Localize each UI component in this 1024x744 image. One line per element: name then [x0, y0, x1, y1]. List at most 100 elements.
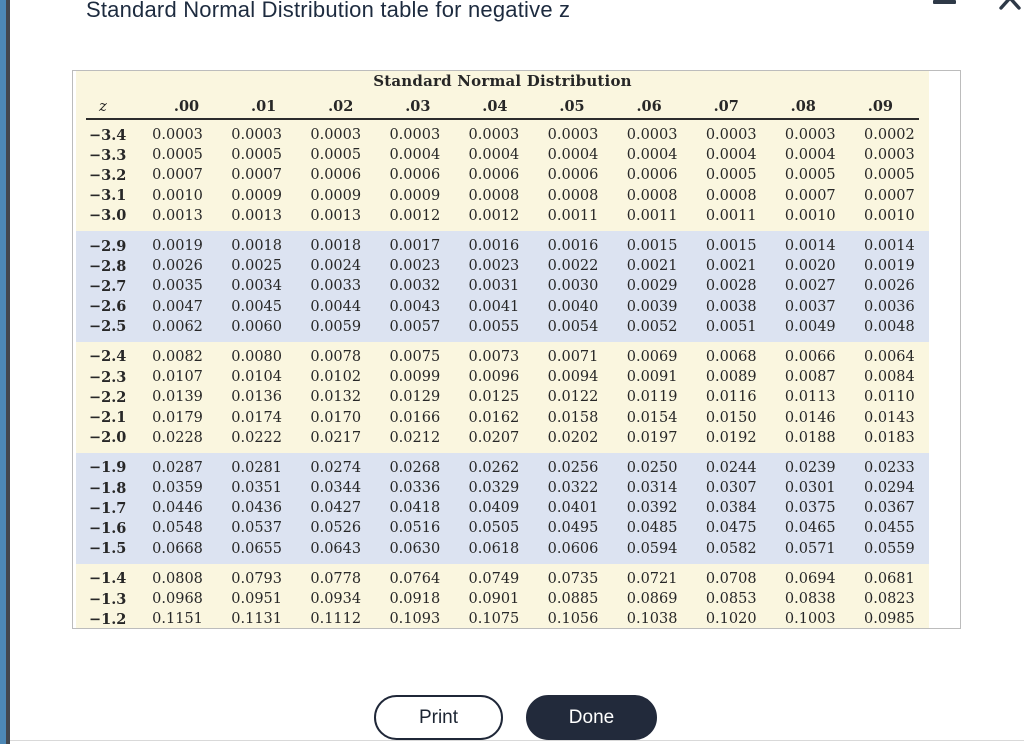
- probability-value: 0.0392: [626, 500, 678, 517]
- probability-value: 0.0104: [231, 369, 283, 386]
- probability-value: 0.0793: [231, 570, 283, 587]
- table-title: Standard Normal Distribution: [373, 72, 632, 90]
- probability-value: 0.0045: [231, 298, 283, 315]
- probability-value: 0.0192: [705, 429, 757, 446]
- done-button[interactable]: Done: [526, 695, 657, 740]
- row-group-cream: −1.4 0.0808 0.0793 0.0778 0.0764 0.0749 0.0735…: [76, 564, 929, 628]
- probability-value: 0.0031: [468, 278, 520, 295]
- probability-value: 0.0004: [547, 147, 599, 164]
- probability-value: 0.0113: [784, 389, 836, 406]
- probability-value: 0.0026: [864, 278, 915, 295]
- probability-value: 0.0066: [784, 348, 836, 365]
- probability-value: 0.0150: [705, 409, 757, 426]
- column-header: .00: [173, 97, 200, 115]
- probability-value: 0.0268: [389, 459, 441, 476]
- probability-value: 0.0006: [389, 167, 441, 184]
- probability-value: 0.0054: [547, 318, 599, 335]
- probability-value: 0.0013: [231, 207, 283, 224]
- print-button[interactable]: Print: [374, 695, 503, 740]
- probability-value: 0.0003: [784, 127, 836, 144]
- window-left-border: [6, 0, 10, 744]
- probability-value: 0.0049: [784, 318, 836, 335]
- probability-value: 0.0668: [152, 540, 203, 557]
- probability-value: 0.0060: [231, 318, 283, 335]
- probability-value: 0.0003: [626, 127, 678, 144]
- probability-value: 0.0170: [310, 409, 362, 426]
- minimize-icon[interactable]: [933, 0, 956, 4]
- probability-value: 0.0606: [547, 540, 599, 557]
- probability-value: 0.1056: [547, 611, 599, 628]
- table-row: −2.0 0.0228 0.0222 0.0217 0.0212 0.0207 0.0202…: [76, 428, 929, 448]
- probability-value: 0.0008: [705, 187, 757, 204]
- column-header: .01: [251, 97, 277, 115]
- probability-value: 0.0003: [310, 127, 362, 144]
- probability-value: 0.0336: [389, 480, 441, 497]
- probability-value: 0.0005: [231, 147, 283, 164]
- probability-value: 0.0681: [864, 570, 915, 587]
- close-icon[interactable]: [997, 0, 1023, 11]
- probability-value: 0.0183: [864, 429, 915, 446]
- probability-value: 0.0197: [626, 429, 678, 446]
- probability-value: 0.0869: [626, 591, 678, 608]
- probability-value: 0.0013: [310, 207, 362, 224]
- probability-value: 0.0033: [310, 278, 362, 295]
- probability-value: 0.0018: [310, 238, 362, 255]
- table-row: −1.3 0.0968 0.0951 0.0934 0.0918 0.0901 0.0885…: [76, 589, 929, 609]
- probability-value: 0.0655: [231, 540, 283, 557]
- probability-value: 0.0630: [389, 540, 441, 557]
- probability-value: 0.0207: [468, 429, 520, 446]
- probability-value: 0.0005: [310, 147, 362, 164]
- probability-value: 0.0918: [389, 591, 441, 608]
- probability-value: 0.0375: [784, 500, 836, 517]
- probability-value: 0.0287: [152, 459, 203, 476]
- probability-value: 0.0250: [626, 459, 678, 476]
- probability-value: 0.0007: [784, 187, 836, 204]
- probability-value: 0.0951: [231, 591, 283, 608]
- probability-value: 0.0003: [864, 147, 915, 164]
- z-value: −2.3: [89, 368, 127, 386]
- probability-value: 0.0059: [310, 318, 362, 335]
- probability-value: 0.0006: [310, 167, 362, 184]
- z-value: −3.1: [89, 187, 127, 205]
- table-row: −1.7 0.0446 0.0436 0.0427 0.0418 0.0409 0.0401…: [76, 498, 929, 518]
- probability-value: 0.0548: [152, 520, 203, 537]
- probability-value: 0.0735: [547, 570, 599, 587]
- probability-value: 0.0082: [152, 348, 203, 365]
- probability-value: 0.0505: [468, 520, 520, 537]
- probability-value: 0.0174: [231, 409, 283, 426]
- probability-value: 0.0010: [152, 187, 203, 204]
- probability-value: 0.0047: [152, 298, 203, 315]
- probability-value: 0.0008: [626, 187, 678, 204]
- probability-value: 0.0885: [547, 591, 599, 608]
- probability-value: 0.0014: [784, 238, 836, 255]
- table-row: −2.7 0.0035 0.0034 0.0033 0.0032 0.0031 0.0030…: [76, 276, 929, 296]
- probability-value: 0.0314: [626, 480, 678, 497]
- column-header: .02: [328, 97, 354, 115]
- probability-value: 0.0043: [389, 298, 441, 315]
- probability-value: 0.0019: [864, 258, 915, 275]
- probability-value: 0.0026: [152, 258, 203, 275]
- probability-value: 0.0125: [468, 389, 520, 406]
- table-row: −3.1 0.0010 0.0009 0.0009 0.0009 0.0008 0.0008…: [76, 186, 929, 206]
- probability-value: 0.0256: [547, 459, 599, 476]
- table-row: −2.8 0.0026 0.0025 0.0024 0.0023 0.0023 0.0022…: [76, 256, 929, 276]
- z-value: −3.2: [89, 166, 127, 184]
- table-row: −2.3 0.0107 0.0104 0.0102 0.0099 0.0096 0.0094…: [76, 367, 929, 387]
- z-value: −3.3: [89, 146, 127, 164]
- probability-value: 0.0294: [864, 480, 915, 497]
- probability-value: 0.0005: [152, 147, 203, 164]
- probability-value: 0.0025: [231, 258, 283, 275]
- z-value: −3.4: [89, 126, 127, 144]
- probability-value: 0.0011: [705, 207, 757, 224]
- probability-value: 0.0446: [152, 500, 203, 517]
- table-row: −1.8 0.0359 0.0351 0.0344 0.0336 0.0329 0.0322…: [76, 478, 929, 498]
- probability-value: 0.0110: [864, 389, 915, 406]
- probability-value: 0.0526: [310, 520, 362, 537]
- probability-value: 0.0749: [468, 570, 520, 587]
- probability-value: 0.0005: [705, 167, 757, 184]
- probability-value: 0.0023: [389, 258, 441, 275]
- probability-value: 0.0351: [231, 480, 283, 497]
- probability-value: 0.1131: [231, 611, 283, 628]
- column-header: z: [99, 97, 107, 115]
- probability-value: 0.0004: [389, 147, 441, 164]
